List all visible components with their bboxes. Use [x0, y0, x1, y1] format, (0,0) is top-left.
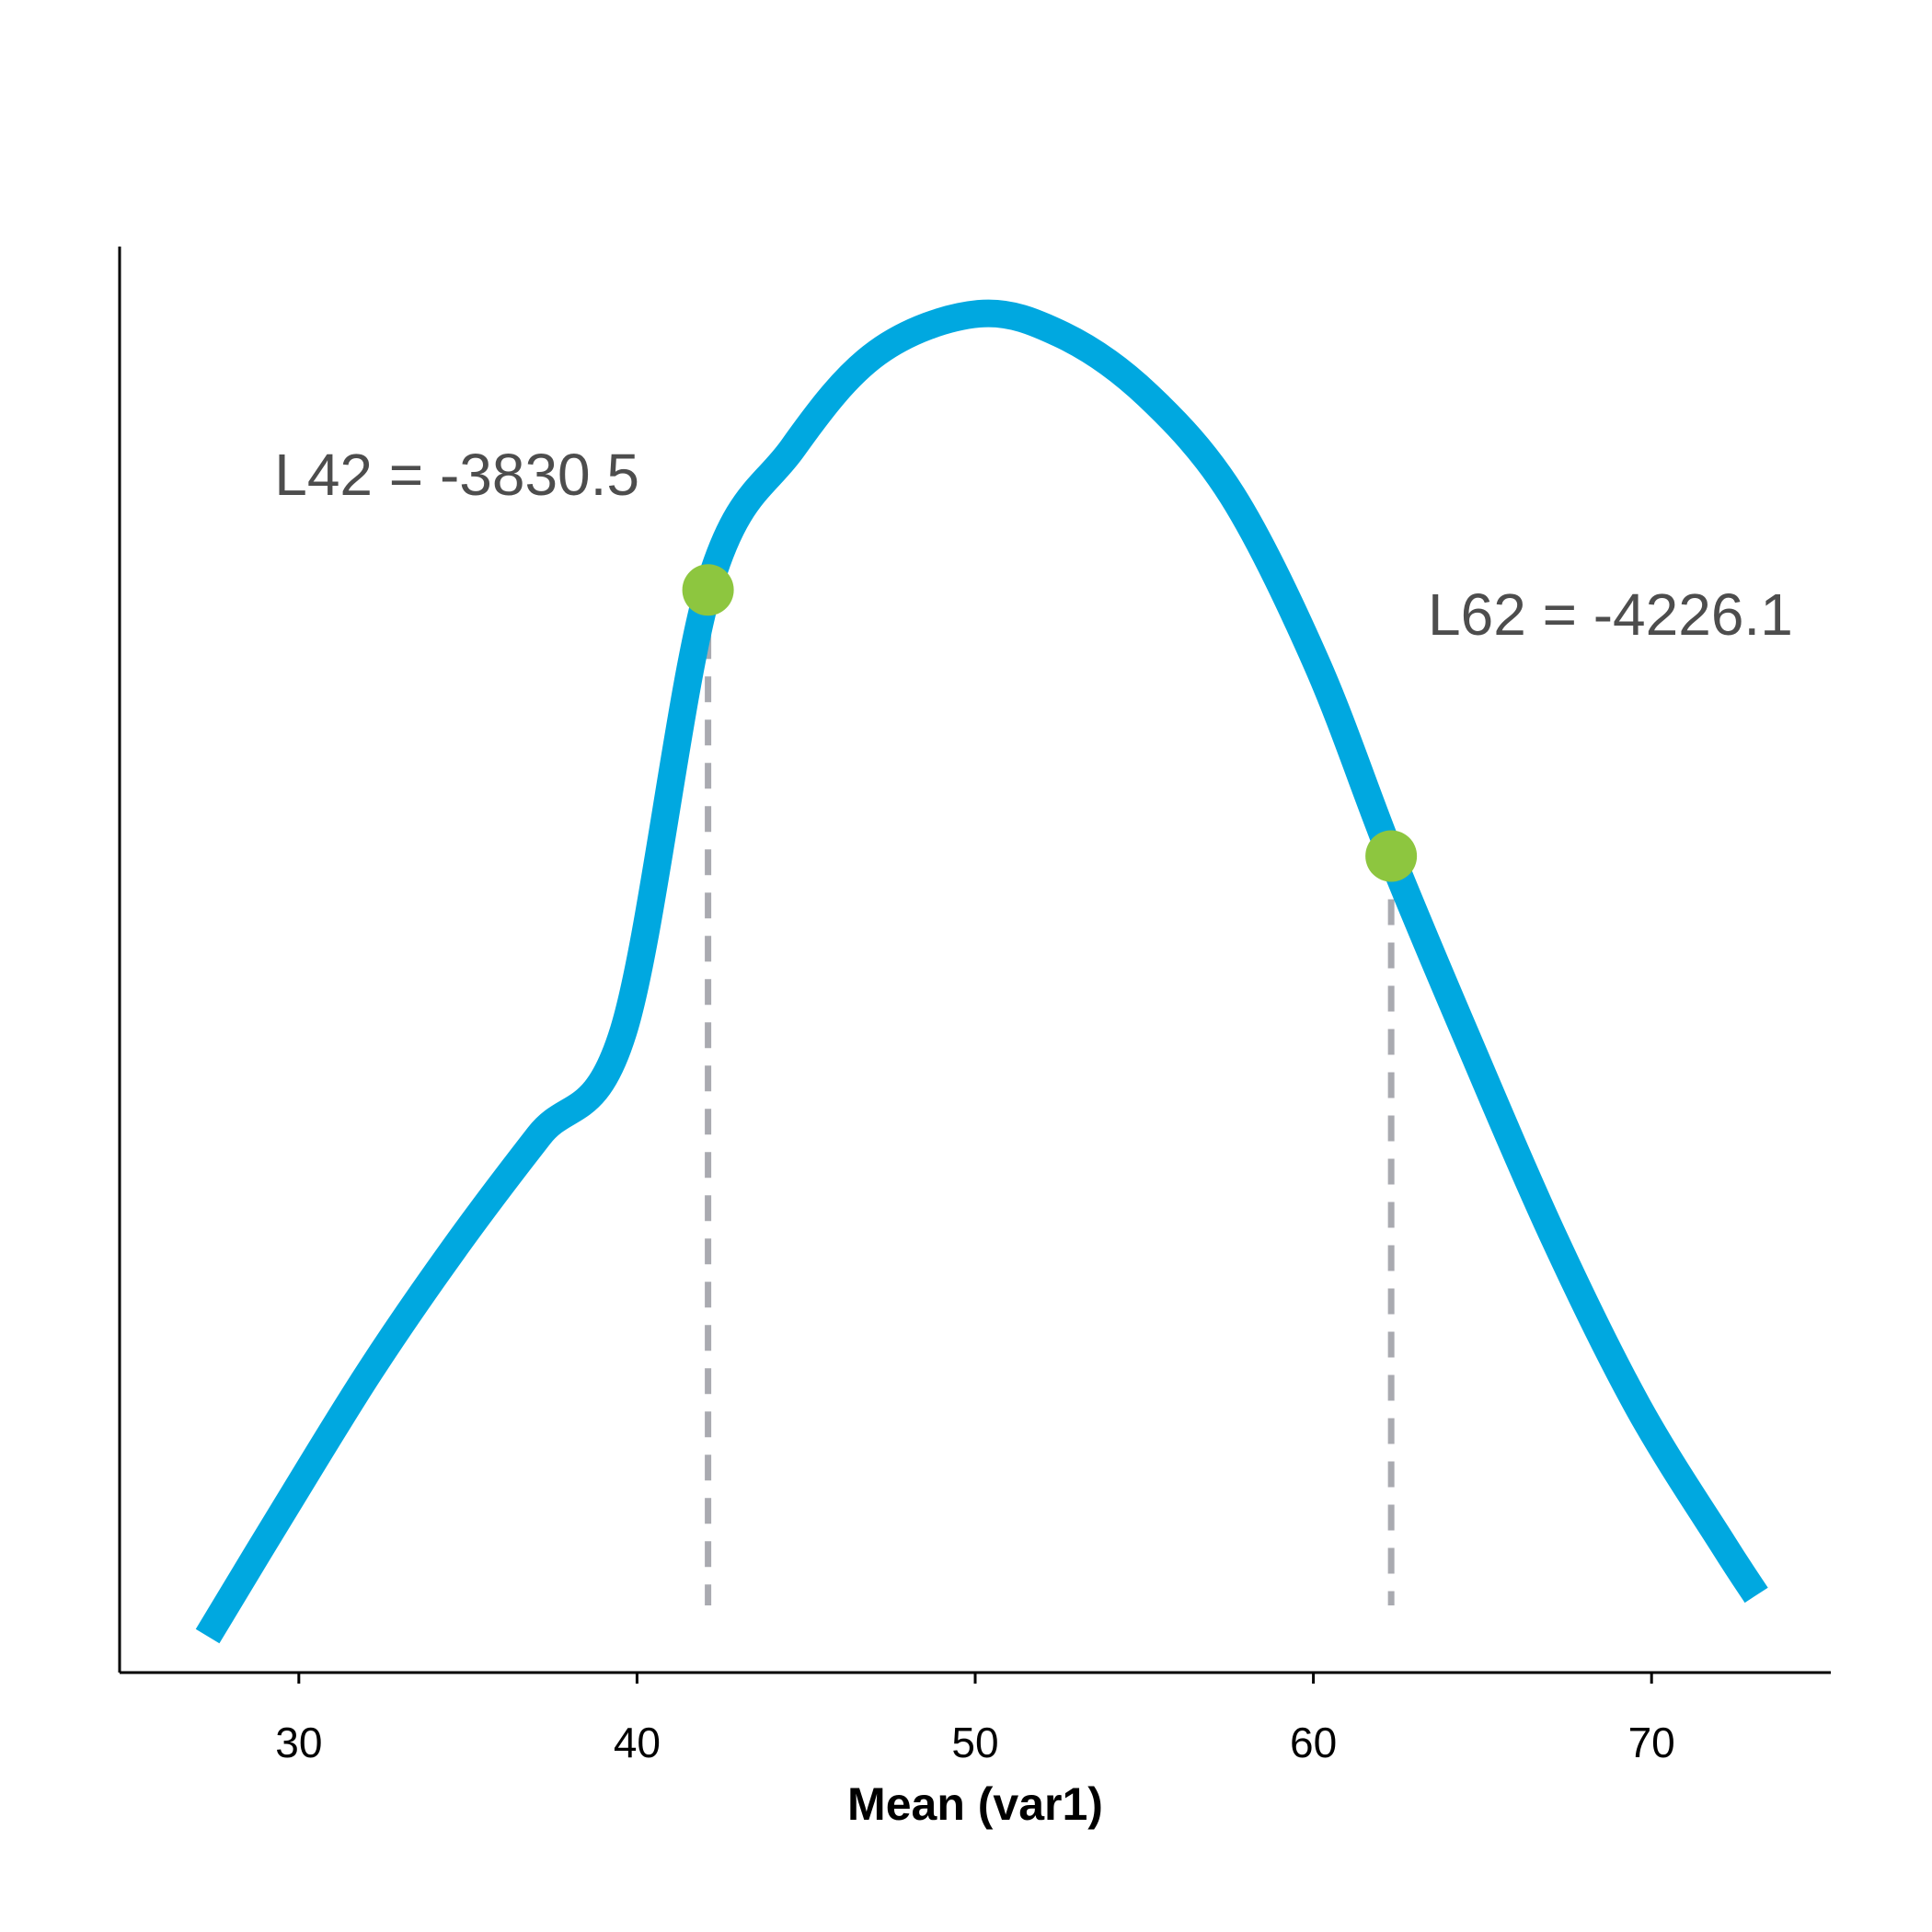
- annotation-l42: L42 = -3830.5: [274, 442, 639, 508]
- highlight-point-0: [682, 564, 734, 616]
- x-tick-label-60: 60: [1290, 1719, 1337, 1766]
- guide-lines: [705, 590, 1395, 1605]
- x-axis-title: Mean (var1): [847, 1778, 1103, 1830]
- highlight-point-1: [1365, 830, 1418, 882]
- annotation-l62: L62 = -4226.1: [1428, 581, 1793, 648]
- highlight-points: [682, 564, 1418, 882]
- x-tick-label-40: 40: [614, 1719, 661, 1766]
- likelihood-curve: [195, 299, 1768, 1644]
- x-axis-ticks: 30 40 50 60 70: [275, 1673, 1675, 1766]
- x-tick-label-70: 70: [1628, 1719, 1675, 1766]
- x-tick-label-30: 30: [275, 1719, 322, 1766]
- x-tick-label-50: 50: [951, 1719, 998, 1766]
